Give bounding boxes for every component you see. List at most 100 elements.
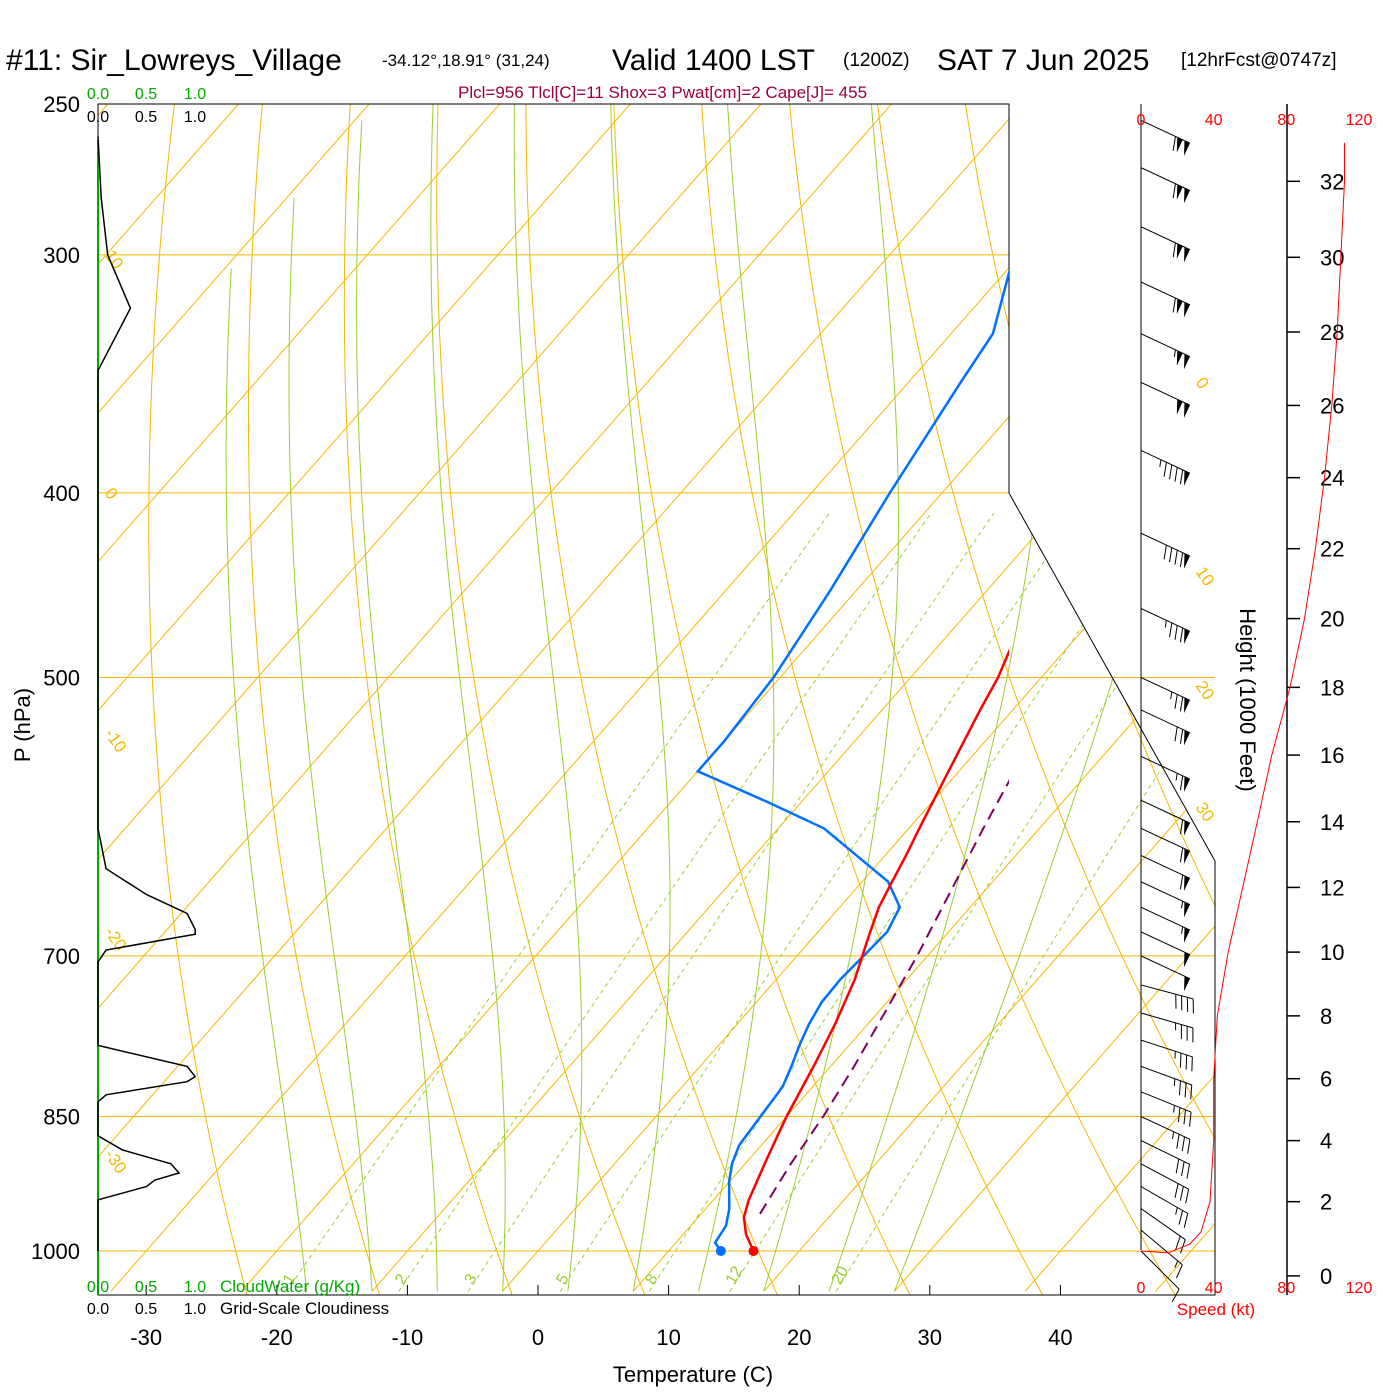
barb-pennant (1184, 354, 1190, 370)
stability-indices: Plcl=956 Tlcl[C]=11 Shox=3 Pwat[cm]=2 Ca… (458, 83, 867, 102)
barb-flag (1183, 1213, 1189, 1228)
temperature-line (742, 648, 1009, 1252)
temperature-tick-label: -30 (130, 1325, 162, 1350)
height-tick-label: 4 (1320, 1129, 1332, 1154)
cloudiness-tick-bottom: 0.0 (87, 1301, 109, 1318)
barb-flag (1171, 1288, 1180, 1303)
barb-staff (1140, 608, 1191, 632)
barb-pennant (1184, 902, 1190, 918)
barb-flag (1172, 242, 1176, 258)
wind-barb (1140, 281, 1191, 318)
speed-tick-top: 40 (1205, 112, 1223, 129)
barb-pennant (1184, 927, 1190, 943)
wind-barb (1140, 226, 1191, 263)
barb-flag (1189, 1112, 1192, 1127)
dry-adiabat (859, 104, 1215, 1295)
station-title: #11: Sir_Lowreys_Village (6, 44, 342, 77)
barb-staff (1140, 955, 1191, 980)
pressure-tick-label: 400 (43, 481, 80, 506)
speed-tick-top: 80 (1277, 112, 1295, 129)
mixing-ratio-line (729, 513, 1215, 1292)
barb-flag (1179, 1186, 1184, 1201)
height-tick-label: 32 (1320, 169, 1344, 194)
barb-flag (1174, 694, 1178, 709)
barb-staff (1140, 1039, 1193, 1058)
isotherm-line (98, 104, 892, 1292)
barb-pennant (1184, 247, 1190, 263)
barb-staff (1140, 1250, 1180, 1290)
cloud-ticks: 0.0 0.0 0.0 0.0 0.5 0.5 0.5 0.5 1.0 1.0 1.0 1.0 (87, 86, 206, 1318)
barb-flag (1187, 1139, 1191, 1154)
dry-adiabat (148, 104, 258, 1295)
barb-pennant (1184, 402, 1190, 418)
isotherm-label: 30 (1192, 799, 1218, 825)
barb-staff (1140, 1208, 1186, 1240)
sounding-profiles (695, 268, 1009, 1256)
y-axis-label: P (hPa) (10, 688, 35, 762)
cloudiness-tick-bottom: 0.5 (135, 1301, 157, 1318)
moist-adiabat (513, 104, 583, 1292)
speed-tick-bottom: 80 (1277, 1280, 1295, 1297)
cloudiness-tick-top: 1.0 (184, 109, 206, 126)
moist-adiabat (609, 104, 671, 1292)
barb-staff (1140, 709, 1191, 734)
height-tick-label: 12 (1320, 875, 1344, 900)
isotherm-line (98, 104, 1023, 1292)
barb-staff (1140, 1229, 1183, 1266)
speed-tick-bottom: 0 (1137, 1280, 1146, 1297)
forecast-info: [12hrFcst@0747z] (1181, 50, 1337, 71)
barb-flag (1181, 1136, 1185, 1152)
wind-barb (1140, 1229, 1183, 1279)
height-tick-label: 0 (1320, 1264, 1332, 1289)
wind-barb (1140, 1163, 1190, 1204)
mixing-ratio-line (398, 513, 932, 1292)
wind-barb (1140, 1186, 1189, 1228)
barb-flag (1172, 136, 1176, 151)
surface-dewpoint-dot (715, 1246, 726, 1256)
wind-speed-profile (1140, 142, 1345, 1254)
wind-barbs (1140, 119, 1194, 1303)
barb-staff (1140, 449, 1191, 474)
height-tick-label: 28 (1320, 320, 1344, 345)
cloudwater-tick-top: 0.0 (87, 86, 109, 103)
barb-pennant (1184, 776, 1190, 792)
barb-flag (1175, 1235, 1181, 1251)
barb-flag (1185, 1189, 1190, 1204)
moist-adiabat (763, 104, 899, 1292)
isotherm-line (894, 104, 1215, 1292)
wind-barb (1140, 799, 1191, 836)
wind-barb (1140, 1091, 1192, 1127)
mixing-ratio-label: 2 (392, 1271, 411, 1287)
isobar-lines (98, 254, 1215, 1252)
cloudiness-tick-top: 0.0 (87, 109, 109, 126)
barb-pennant (1176, 350, 1183, 366)
pressure-tick-label: 850 (43, 1105, 80, 1130)
wind-barb (1140, 381, 1191, 418)
barb-staff (1140, 799, 1191, 824)
barb-flag (1179, 627, 1184, 643)
isotherm-label: 20 (1192, 677, 1218, 703)
wind-barb (1140, 881, 1191, 918)
barb-flag (1163, 462, 1167, 477)
barb-flag (1186, 1164, 1191, 1179)
barb-halfflag (1174, 1260, 1179, 1268)
wind-barb (1140, 1012, 1194, 1043)
height-tick-label: 6 (1320, 1067, 1332, 1092)
cloud-fraction-line (97, 136, 197, 1251)
moist-adiabat (356, 120, 438, 1292)
barb-pennant (1184, 848, 1190, 864)
barb-halfflag (1181, 926, 1184, 934)
wind-barb (1140, 532, 1191, 569)
speed-tick-top: 120 (1346, 112, 1373, 129)
barb-staff (1140, 881, 1191, 906)
wind-barb (1140, 608, 1191, 644)
cloudwater-tick-top: 0.5 (135, 86, 157, 103)
speed-axis-label: Speed (kt) (1177, 1300, 1255, 1319)
wind-barb (1140, 119, 1191, 156)
isotherm-line (1155, 104, 1215, 1292)
dry-adiabat (525, 104, 794, 1295)
barb-flag (1174, 467, 1178, 482)
mixing-ratio-label: 3 (462, 1271, 481, 1287)
speed-tick-bottom: 120 (1346, 1280, 1373, 1297)
